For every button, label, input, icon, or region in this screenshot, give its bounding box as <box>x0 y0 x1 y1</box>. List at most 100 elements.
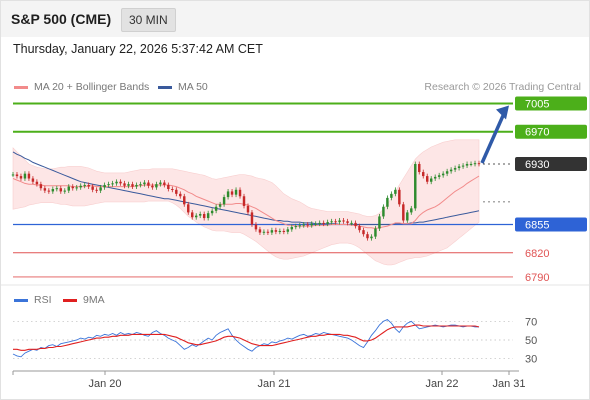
legend-ma20: MA 20 + Bollinger Bands <box>14 81 149 93</box>
candle-body <box>131 184 134 187</box>
candle-body <box>43 188 47 191</box>
research-credit: Research © 2026 Trading Central <box>424 81 581 93</box>
candle-body <box>39 184 43 189</box>
bollinger-band <box>12 139 480 266</box>
candle-body <box>422 172 425 177</box>
candle-body <box>294 226 298 228</box>
candle-body <box>457 166 461 169</box>
candle-body <box>441 173 445 176</box>
candle-body <box>461 165 465 167</box>
candle-body <box>187 204 190 213</box>
candle-body <box>107 184 110 186</box>
x-tick-label: Jan 31 <box>492 378 525 390</box>
candle-body <box>473 163 477 165</box>
candle-body <box>202 214 206 219</box>
candle-body <box>238 189 242 197</box>
candle-body <box>19 176 23 179</box>
candle-body <box>390 193 393 198</box>
candle-body <box>71 186 74 189</box>
candle-body <box>67 186 70 191</box>
x-tick-label: Jan 20 <box>88 378 121 390</box>
candle-body <box>326 222 329 224</box>
candle-body <box>318 222 321 224</box>
candle-body <box>218 204 222 207</box>
candle-body <box>330 221 333 223</box>
candle-body <box>51 189 55 192</box>
candle-body <box>370 236 373 239</box>
candle-body <box>334 221 337 223</box>
candle-body <box>171 189 174 190</box>
candle-body <box>350 222 353 224</box>
candle-body <box>230 191 234 195</box>
rsi-ma-line <box>13 324 480 351</box>
legend-9ma: 9MA <box>63 294 105 306</box>
interval-button[interactable]: 30 MIN <box>121 8 176 32</box>
candle-body <box>286 229 290 232</box>
candle-body <box>246 205 250 213</box>
candle-body <box>163 182 166 185</box>
header-bar: S&P 500 (CME) 30 MIN <box>1 1 589 37</box>
level-label-6930: 6930 <box>525 159 549 171</box>
candle-body <box>59 188 63 192</box>
candle-body <box>179 193 182 197</box>
candle-body <box>310 223 313 226</box>
candle-body <box>338 220 341 223</box>
candle-body <box>254 224 258 230</box>
candle-body <box>135 184 138 187</box>
candle-body <box>99 187 102 191</box>
candle-body <box>465 163 469 166</box>
legend-ma50-label: MA 50 <box>178 81 208 93</box>
x-tick-label: Jan 21 <box>257 378 290 390</box>
legend-rsi-label: RSI <box>34 294 52 306</box>
rsi-ma-swatch-icon <box>63 298 77 302</box>
candle-body <box>83 184 86 186</box>
candle-body <box>15 174 19 177</box>
candle-body <box>206 213 210 219</box>
candle-body <box>147 182 150 186</box>
x-tick-label: Jan 22 <box>425 378 458 390</box>
candle-body <box>175 189 178 194</box>
candle-body <box>429 178 433 182</box>
candle-body <box>214 206 218 211</box>
candle-body <box>11 174 15 176</box>
candle-body <box>194 215 198 218</box>
ma50-swatch-icon <box>158 85 172 89</box>
candle-body <box>35 181 39 185</box>
candle-body <box>394 189 397 194</box>
rsi-tick-50: 50 <box>525 335 537 347</box>
candle-body <box>198 214 202 216</box>
candle-body <box>322 222 325 224</box>
candle-body <box>123 183 126 186</box>
candle-body <box>290 226 294 230</box>
candle-body <box>262 231 266 233</box>
candle-body <box>79 185 82 188</box>
legend-rsi: RSI <box>14 294 52 306</box>
candle-body <box>266 231 270 233</box>
candle-body <box>151 185 154 188</box>
candle-body <box>306 224 309 226</box>
instrument-title: S&P 500 (CME) <box>11 11 112 27</box>
rsi-line <box>12 318 479 358</box>
level-label-6790: 6790 <box>525 272 549 284</box>
level-tag-7005 <box>515 96 587 111</box>
candle-body <box>402 204 405 221</box>
candle-body <box>111 183 114 185</box>
candle-body <box>167 184 170 189</box>
candle-body <box>75 187 78 189</box>
candle-body <box>119 181 122 184</box>
candle-body <box>374 228 377 237</box>
candle-body <box>47 190 51 192</box>
candle-body <box>143 182 146 185</box>
timestamp: Thursday, January 22, 2026 5:37:42 AM CE… <box>13 42 263 56</box>
candle-body <box>445 171 449 174</box>
candle-body <box>433 176 437 179</box>
legend-ma20-label: MA 20 + Bollinger Bands <box>34 81 150 93</box>
candle-body <box>115 181 118 184</box>
level-tag-6930 <box>515 156 587 171</box>
candle-body <box>346 221 349 223</box>
candle-body <box>23 173 27 179</box>
level-label-6820: 6820 <box>525 248 549 260</box>
candle-body <box>226 191 230 198</box>
